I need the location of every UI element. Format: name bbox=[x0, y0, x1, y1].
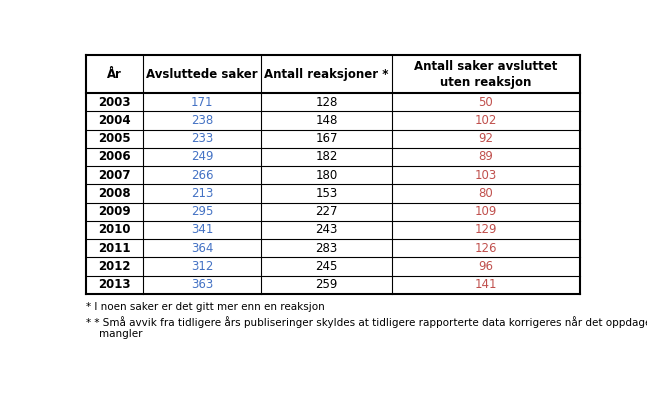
Text: 312: 312 bbox=[191, 260, 213, 273]
Text: 153: 153 bbox=[316, 187, 338, 200]
Text: 341: 341 bbox=[191, 224, 213, 236]
Text: Antall saker avsluttet
uten reaksjon: Antall saker avsluttet uten reaksjon bbox=[414, 60, 558, 88]
Text: 233: 233 bbox=[191, 132, 213, 145]
Text: 148: 148 bbox=[316, 114, 338, 127]
Text: 2012: 2012 bbox=[98, 260, 131, 273]
Text: Antall reaksjoner *: Antall reaksjoner * bbox=[265, 68, 389, 81]
Text: 2005: 2005 bbox=[98, 132, 131, 145]
Text: 2003: 2003 bbox=[98, 96, 131, 109]
Text: mangler: mangler bbox=[86, 329, 142, 339]
Text: 266: 266 bbox=[191, 169, 214, 182]
Text: 2007: 2007 bbox=[98, 169, 131, 182]
Text: 129: 129 bbox=[475, 224, 497, 236]
Text: År: År bbox=[107, 68, 122, 81]
Text: 167: 167 bbox=[316, 132, 338, 145]
Text: 363: 363 bbox=[191, 278, 213, 291]
Text: 103: 103 bbox=[475, 169, 497, 182]
Text: 141: 141 bbox=[475, 278, 497, 291]
Text: Avsluttede saker: Avsluttede saker bbox=[146, 68, 258, 81]
Text: 259: 259 bbox=[316, 278, 338, 291]
Text: 2010: 2010 bbox=[98, 224, 131, 236]
Text: 238: 238 bbox=[191, 114, 213, 127]
Text: 227: 227 bbox=[316, 205, 338, 218]
Text: 2009: 2009 bbox=[98, 205, 131, 218]
Text: 109: 109 bbox=[475, 205, 497, 218]
Text: 2011: 2011 bbox=[98, 242, 131, 255]
Text: 96: 96 bbox=[478, 260, 494, 273]
Text: 92: 92 bbox=[478, 132, 494, 145]
Text: 102: 102 bbox=[475, 114, 497, 127]
Text: 283: 283 bbox=[316, 242, 338, 255]
Text: 364: 364 bbox=[191, 242, 213, 255]
Text: 2013: 2013 bbox=[98, 278, 131, 291]
Text: 171: 171 bbox=[191, 96, 214, 109]
Text: 2008: 2008 bbox=[98, 187, 131, 200]
Text: 128: 128 bbox=[316, 96, 338, 109]
Text: 213: 213 bbox=[191, 187, 213, 200]
Text: 80: 80 bbox=[479, 187, 493, 200]
Text: 295: 295 bbox=[191, 205, 213, 218]
Text: 50: 50 bbox=[479, 96, 493, 109]
Text: 249: 249 bbox=[191, 150, 214, 164]
Text: 243: 243 bbox=[316, 224, 338, 236]
Text: 245: 245 bbox=[316, 260, 338, 273]
Text: 2004: 2004 bbox=[98, 114, 131, 127]
Text: 89: 89 bbox=[479, 150, 494, 164]
Text: * * Små avvik fra tidligere års publiseringer skyldes at tidligere rapporterte d: * * Små avvik fra tidligere års publiser… bbox=[86, 316, 647, 329]
Text: 180: 180 bbox=[316, 169, 338, 182]
Text: 182: 182 bbox=[316, 150, 338, 164]
Text: 126: 126 bbox=[475, 242, 497, 255]
Text: * I noen saker er det gitt mer enn en reaksjon: * I noen saker er det gitt mer enn en re… bbox=[86, 302, 325, 312]
Text: 2006: 2006 bbox=[98, 150, 131, 164]
